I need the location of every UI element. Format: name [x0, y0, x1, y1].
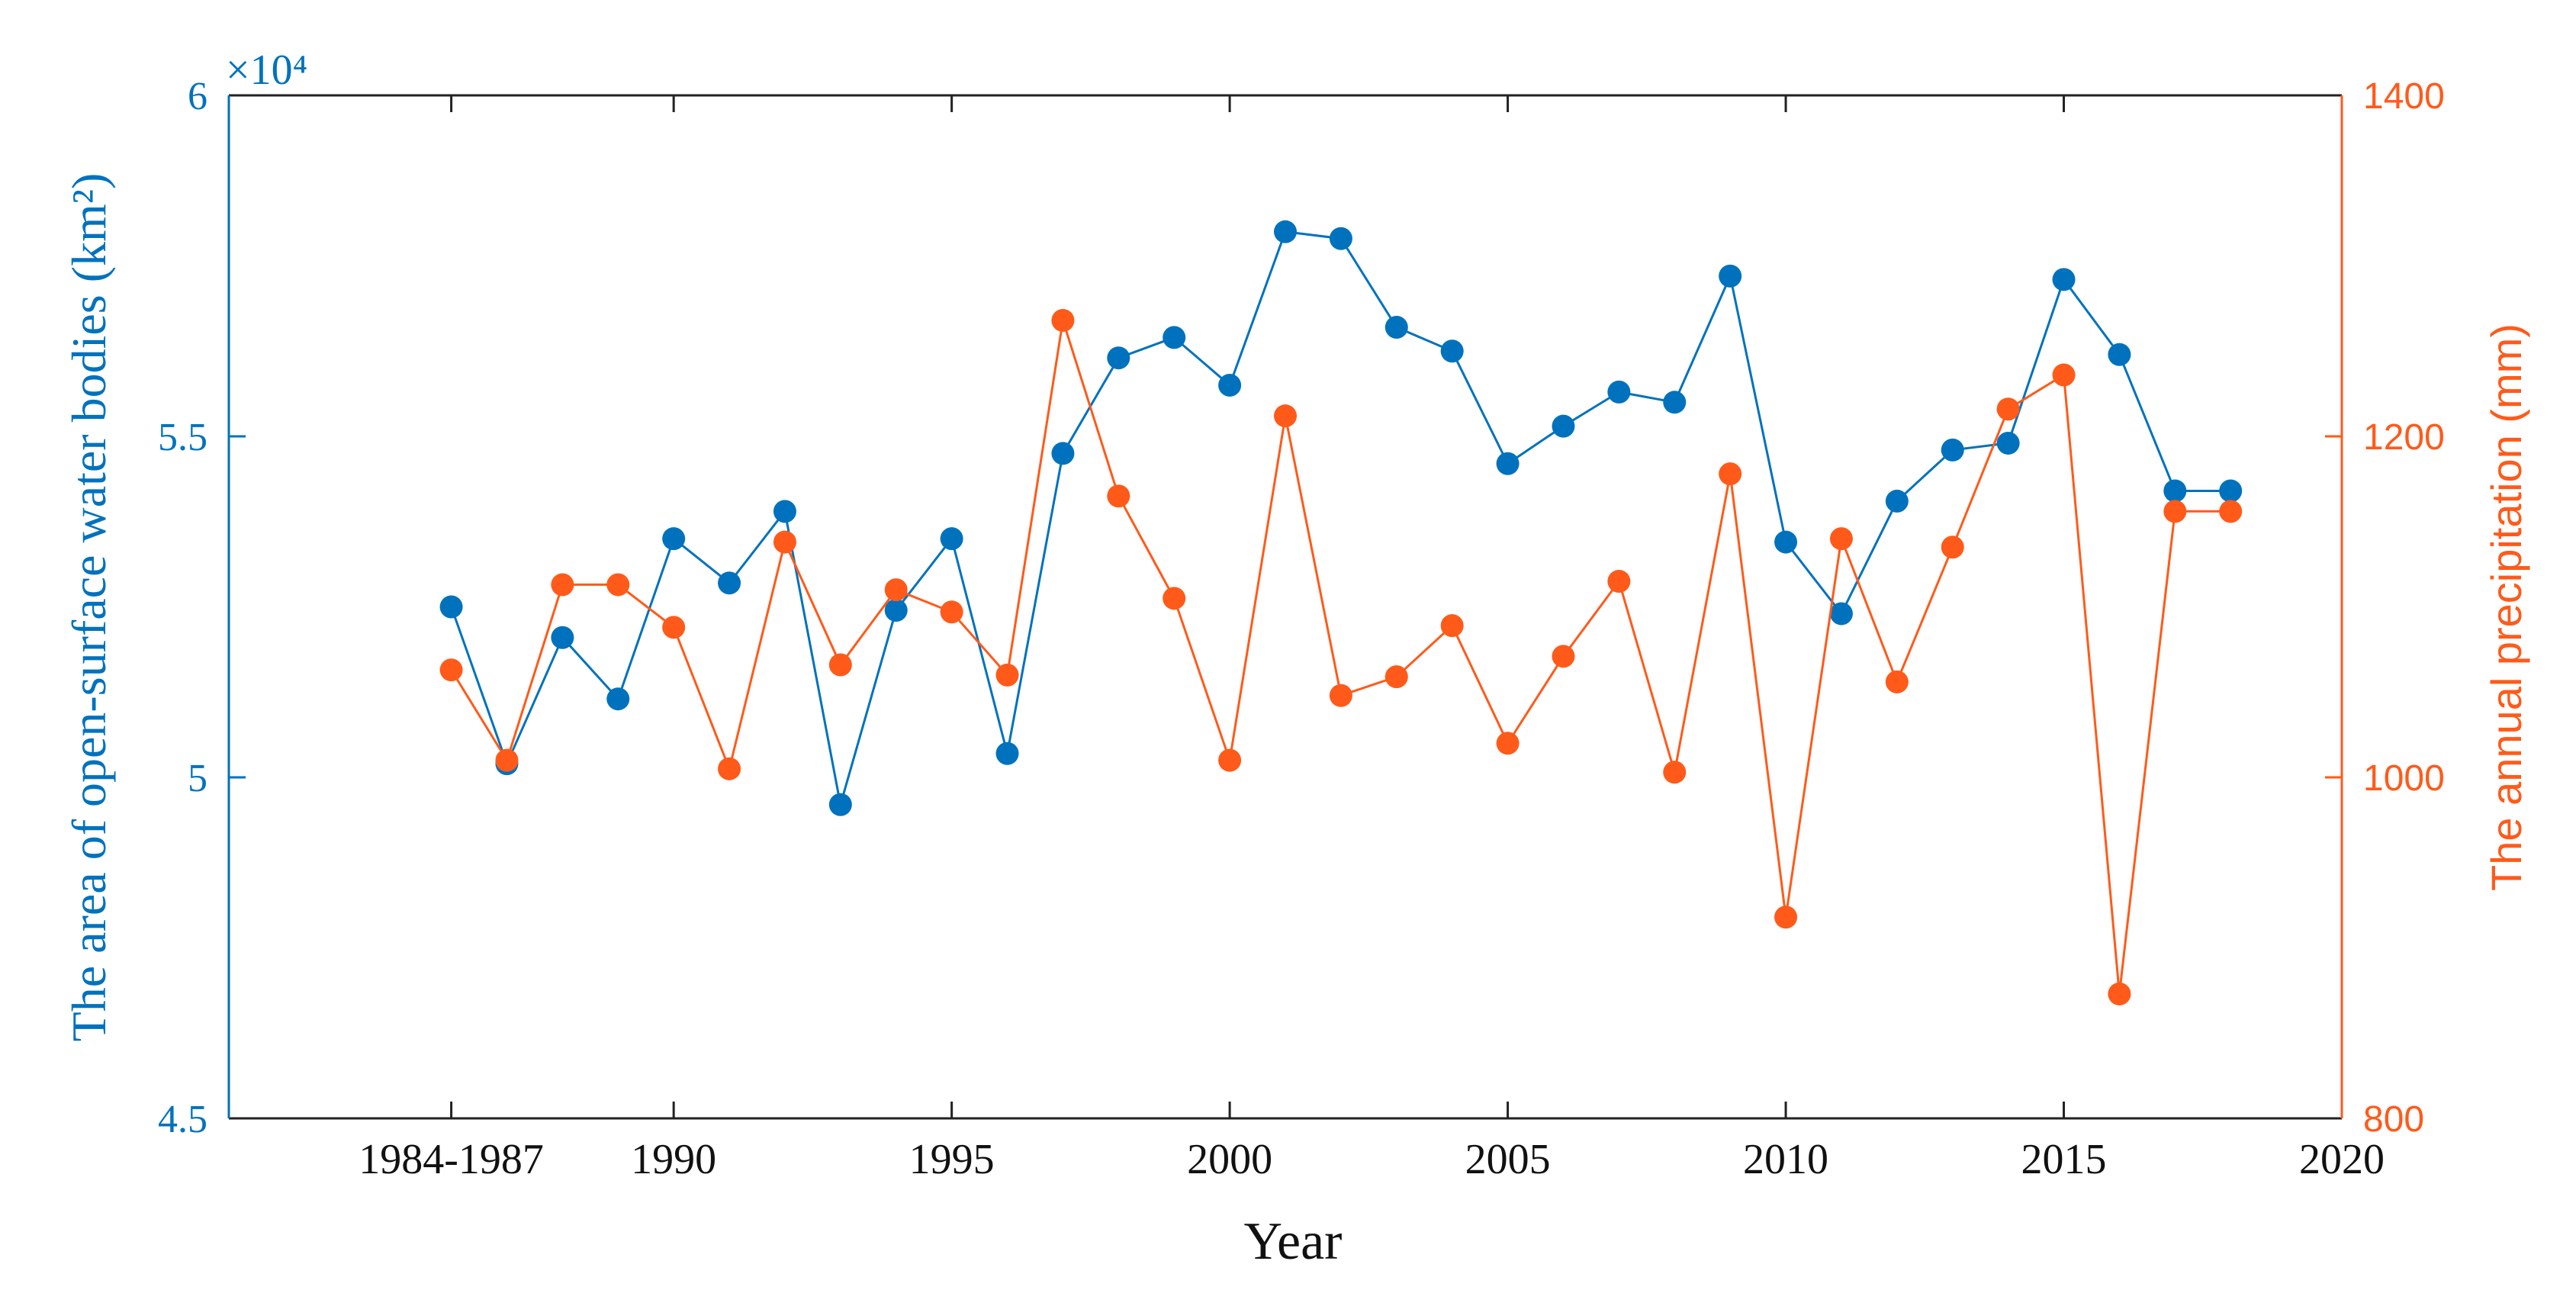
precipitation-data-point	[1941, 536, 1964, 559]
precipitation-data-point	[940, 600, 963, 624]
water-area-data-point	[2219, 479, 2243, 503]
water-area-data-point	[1440, 339, 1464, 363]
x-tick-label: 2005	[1465, 1136, 1551, 1183]
precipitation-data-point	[1163, 587, 1186, 610]
left-y-tick-label: 5	[188, 757, 207, 800]
water-area-data-point	[1829, 602, 1853, 626]
water-area-data-point	[1218, 373, 1242, 397]
precipitation-data-point	[1607, 569, 1631, 593]
precipitation-data-point	[495, 748, 519, 772]
precipitation-data-point	[828, 653, 852, 677]
water-area-data-point	[1107, 346, 1130, 370]
right-y-axis-label: The annual precipitation (mm)	[2482, 323, 2530, 891]
precipitation-data-point	[884, 578, 908, 602]
x-tick-label: 2020	[2299, 1136, 2385, 1183]
x-tick-label: 2015	[2021, 1136, 2107, 1183]
water-area-data-point	[606, 687, 630, 711]
axes-layer	[227, 94, 2343, 1120]
precipitation-data-point	[439, 658, 463, 682]
left-y-tick-label: 5.5	[158, 416, 207, 459]
water-area-data-point	[2163, 479, 2187, 503]
left-axis-exponent: ×10⁴	[226, 47, 307, 94]
precipitation-data-point	[2163, 500, 2187, 523]
water-area-data-point	[662, 527, 686, 551]
precipitation-data-point	[1663, 761, 1687, 784]
water-area-data-point	[1274, 220, 1297, 243]
right-y-tick-label: 1200	[2363, 417, 2445, 458]
precipitation-data-point	[551, 573, 574, 597]
water-area-data-point	[1941, 438, 1964, 462]
water-area-data-point	[1774, 530, 1798, 554]
right-y-tick-label: 800	[2363, 1099, 2424, 1140]
water-area-data-point	[1051, 442, 1075, 465]
water-area-data-point	[2052, 268, 2076, 291]
water-area-data-point	[1607, 380, 1631, 404]
precipitation-data-point	[1051, 309, 1075, 333]
x-axis-label: Year	[1244, 1212, 1343, 1271]
water-area-data-point	[2108, 343, 2131, 366]
precipitation-data-point	[1274, 404, 1297, 428]
water-area-data-point	[1496, 452, 1520, 475]
precipitation-data-point	[1885, 670, 1909, 693]
x-tick-label: 1995	[909, 1136, 995, 1183]
precipitation-data-point	[1107, 484, 1130, 508]
water-area-data-point	[1885, 489, 1909, 513]
x-tick-label: 1984-1987	[359, 1136, 544, 1183]
right-y-tick-label: 1400	[2363, 76, 2445, 117]
precipitation-data-point	[1829, 527, 1853, 551]
water-area-data-point	[1552, 414, 1575, 438]
precipitation-data-point	[718, 757, 741, 780]
water-area-data-point	[828, 793, 852, 816]
precipitation-data-point	[1329, 684, 1352, 707]
precipitation-data-point	[1440, 614, 1464, 638]
water-area-data-point	[551, 626, 574, 649]
precipitation-data-point	[2108, 982, 2131, 1005]
precipitation-data-point	[1384, 665, 1408, 689]
precipitation-data-point	[1552, 645, 1575, 668]
precipitation-data-point	[2219, 500, 2243, 523]
water-area-data-point	[1163, 326, 1186, 349]
water-area-data-point	[1719, 264, 1742, 288]
precipitation-data-point	[662, 616, 686, 639]
precipitation-data-point	[1218, 748, 1242, 772]
precipitation-data-point	[2052, 363, 2076, 387]
left-y-axis-label: The area of open-surface water bodies (k…	[62, 173, 116, 1042]
precipitation-data-point	[1774, 906, 1798, 929]
water-area-data-point	[940, 527, 963, 551]
water-area-data-point	[995, 742, 1019, 765]
precipitation-data-point	[995, 663, 1019, 687]
water-area-data-point	[1384, 315, 1408, 339]
x-tick-label: 2010	[1743, 1136, 1828, 1183]
water-area-data-point	[1329, 227, 1352, 250]
x-tick-label: 1990	[631, 1136, 716, 1183]
left-y-tick-label: 4.5	[158, 1098, 207, 1141]
series-layer	[439, 220, 2243, 1005]
precipitation-data-point	[606, 573, 630, 597]
water-area-data-point	[439, 595, 463, 619]
precipitation-data-point	[773, 530, 796, 554]
precipitation-data-point	[1996, 397, 2020, 421]
water-area-data-point	[1663, 391, 1687, 414]
x-tick-label: 2000	[1187, 1136, 1272, 1183]
tick-layer: 1984-1987 1990 1995 2000 2005 2010 2015 2020 4.5…	[158, 75, 2445, 1183]
water-area-data-point	[884, 598, 908, 622]
water-area-data-point	[718, 571, 741, 595]
precipitation-data-point	[1719, 462, 1742, 486]
left-y-tick-label: 6	[188, 75, 207, 118]
right-y-tick-label: 1000	[2363, 758, 2445, 799]
water-area-data-point	[1996, 431, 2020, 455]
water-area-data-point	[773, 500, 796, 523]
precipitation-data-point	[1496, 732, 1520, 755]
